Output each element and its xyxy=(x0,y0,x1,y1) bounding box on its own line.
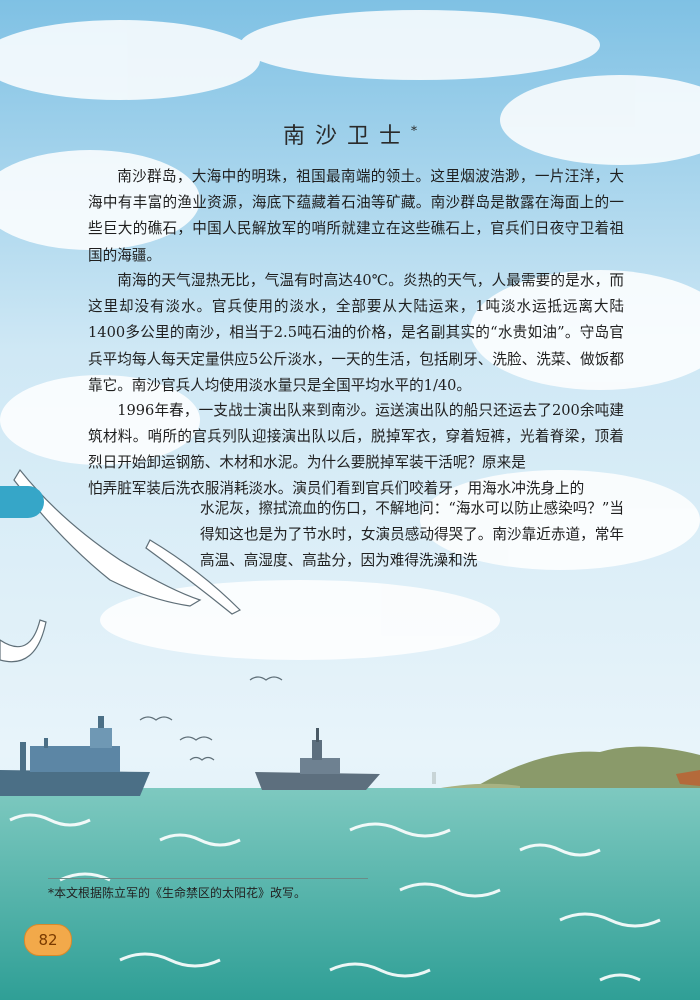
paragraph-1: 南沙群岛，大海中的明珠，祖国最南端的领土。这里烟波浩渺，一片汪洋，大海中有丰富的… xyxy=(88,168,624,264)
supply-ship xyxy=(0,716,150,796)
warship xyxy=(255,728,380,790)
paragraph-3-wrapped: 水泥灰，擦拭流血的伤口，不解地问：“海水可以防止感染吗？”当得知这也是为了节水时… xyxy=(200,500,624,570)
page-title: 南沙卫士* xyxy=(0,118,700,150)
small-boat xyxy=(676,770,700,786)
paragraph-3-continued: 怕弄脏军装后洗衣服消耗淡水。演员们看到官兵们咬着牙，用海水冲洗身上的 xyxy=(88,480,585,497)
clouds xyxy=(0,10,700,660)
island xyxy=(470,746,700,792)
seagulls xyxy=(0,468,283,761)
footnote: *本文根据陈立军的《生命禁区的太阳花》改写。 xyxy=(48,886,307,900)
footnote-divider xyxy=(48,878,368,879)
page-number: 82 xyxy=(24,924,72,956)
title-text: 南沙卫士 xyxy=(282,124,411,149)
title-footnote-mark: * xyxy=(411,123,417,138)
paragraph-3: 1996年春，一支战士演出队来到南沙。运送演出队的船只还运去了200余吨建筑材料… xyxy=(88,402,624,472)
side-decoration-tab xyxy=(0,486,44,518)
paragraph-2: 南海的天气湿热无比，气温有时高达40℃。炎热的天气，人最需要的是水，而这里却没有… xyxy=(88,272,624,394)
buoy xyxy=(432,772,436,784)
